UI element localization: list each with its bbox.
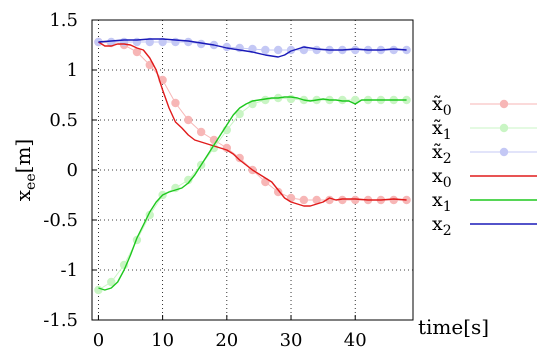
legend-label: x2 [432, 213, 452, 239]
data-point [286, 94, 296, 104]
series-5 [98, 38, 407, 58]
y-tick-label: -1 [60, 260, 78, 281]
series-5-line [98, 38, 407, 58]
data-point [351, 195, 360, 205]
data-point [325, 195, 334, 205]
data-point [107, 277, 116, 287]
data-point [235, 109, 244, 119]
legend-label-subscript: 0 [443, 175, 452, 191]
legend-label-main: x [432, 165, 443, 187]
data-point [132, 47, 142, 57]
data-point [184, 115, 193, 125]
legend-label-main: x [432, 189, 443, 211]
data-point [299, 195, 309, 205]
legend-label: x̃0 [432, 93, 452, 119]
data-point [222, 143, 232, 153]
x-axis-label: time[s] [418, 315, 489, 339]
data-point [389, 45, 398, 55]
legend-label-main: x̃ [432, 141, 443, 163]
legend-label: x0 [432, 165, 452, 191]
data-point [94, 285, 103, 295]
y-axis-label-main: x [11, 189, 35, 201]
legend-label-subscript: 1 [443, 127, 452, 143]
data-point [171, 98, 180, 108]
data-point [119, 260, 129, 270]
data-point [338, 195, 347, 205]
data-point [312, 195, 321, 205]
y-axis-label-subscript: ee [23, 173, 39, 190]
x-tick-label: 10 [151, 330, 174, 351]
data-point [261, 45, 270, 55]
y-axis-label-unit: [m] [11, 139, 35, 174]
x-tick-label: 30 [280, 330, 303, 351]
data-point [273, 45, 283, 55]
legend-label-subscript: 2 [443, 151, 452, 167]
legend-item-4: x1 [432, 189, 537, 215]
legend-swatch-point [499, 123, 509, 133]
y-axis-label: xee[m] [11, 139, 39, 201]
y-tick-label: -0.5 [43, 210, 78, 231]
legend-label-subscript: 2 [443, 223, 452, 239]
y-tick-label: 0.5 [49, 110, 78, 131]
legend-item-3: x0 [432, 165, 537, 191]
series-0-faint-line [98, 41, 407, 201]
legend-item-5: x2 [432, 213, 537, 239]
x-tick-label: 40 [344, 330, 367, 351]
x-tick-label: 20 [215, 330, 238, 351]
legend-item-0: x̃0 [432, 93, 537, 119]
y-tick-label: 1.5 [49, 10, 78, 31]
legend-label-main: x̃ [432, 93, 443, 115]
data-point [184, 175, 193, 185]
legend-label-subscript: 0 [443, 103, 452, 119]
data-point [107, 37, 116, 47]
y-tick-label: -1.5 [43, 310, 78, 331]
x-tick-label: 0 [93, 330, 104, 351]
y-tick-label: 1 [67, 60, 78, 81]
legend-swatch-point [499, 147, 509, 157]
legend-swatch-point [499, 99, 509, 109]
data-point [261, 95, 270, 105]
series-0 [94, 37, 411, 205]
series-layer [94, 37, 411, 295]
tick-labels: 0 10 20 30 40 -1.5 -1 -0.5 0 0.5 1 1.5 [43, 10, 366, 351]
legend-label: x1 [432, 189, 452, 215]
data-point [145, 37, 154, 47]
legend-label-main: x [432, 213, 443, 235]
data-point [158, 37, 167, 47]
data-point [312, 45, 321, 55]
data-point [222, 42, 232, 52]
legend-label-subscript: 1 [443, 199, 452, 215]
data-point [184, 37, 193, 47]
series-3 [98, 41, 407, 207]
legend-label: x̃2 [432, 141, 452, 167]
y-tick-label: 0 [67, 160, 78, 181]
data-point [351, 45, 360, 55]
series-4-line [98, 96, 407, 291]
data-point [235, 153, 244, 163]
series-2 [94, 37, 411, 55]
data-point [196, 39, 206, 49]
series-4 [98, 96, 407, 291]
data-point [171, 37, 180, 47]
data-point [273, 187, 283, 197]
data-point [132, 37, 142, 47]
legend-label-main: x̃ [432, 117, 443, 139]
series-1-faint-line [98, 97, 407, 291]
legend-label: x̃1 [432, 117, 452, 143]
legend-item-2: x̃2 [432, 141, 537, 167]
legend-item-1: x̃1 [432, 117, 537, 143]
data-point [389, 195, 398, 205]
data-point [338, 95, 347, 105]
data-point [196, 127, 206, 137]
series-1 [94, 93, 411, 295]
series-3-line [98, 41, 407, 207]
